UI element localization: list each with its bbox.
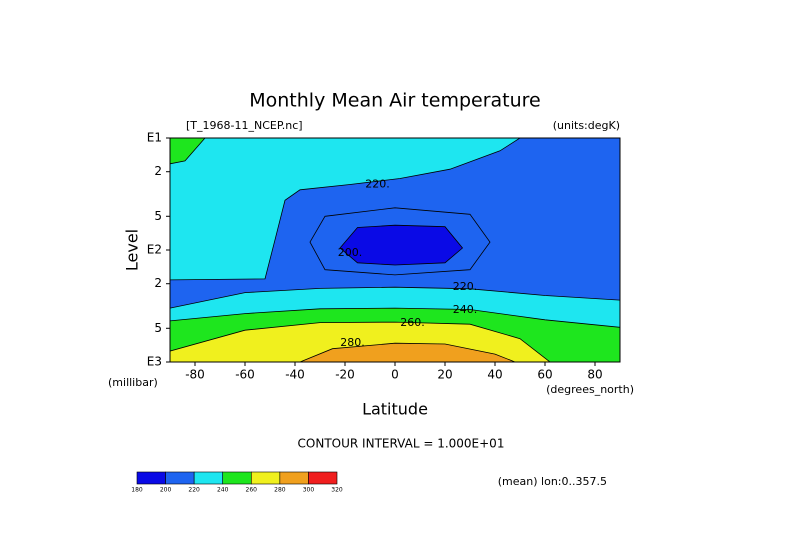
- y-tick-label: E2: [147, 243, 162, 257]
- contour-line: [309, 207, 491, 276]
- y-tick-label: E3: [147, 355, 162, 369]
- x-tick-label: -20: [335, 368, 355, 382]
- colorbar-box: [222, 471, 252, 485]
- y-tick-label: 2: [154, 164, 162, 178]
- colorbar-box: [279, 471, 309, 485]
- colorbar-label: 280: [274, 487, 286, 494]
- x-tick-label: 0: [391, 368, 399, 382]
- x-axis-label: Latitude: [362, 400, 428, 419]
- colorbar-box: [165, 471, 195, 485]
- colorbar-label: 200: [160, 487, 172, 494]
- contour-label: 260.: [400, 316, 425, 329]
- colorbar-box: [193, 471, 224, 485]
- colorbar-label: 180: [131, 487, 143, 494]
- contour-label: 240.: [453, 303, 478, 316]
- contour-region: [170, 138, 206, 165]
- colorbar-label: 260: [246, 487, 258, 494]
- colorbar-label: 220: [188, 487, 200, 494]
- colorbar-label: 320: [331, 487, 343, 494]
- x-tick-label: -60: [235, 368, 255, 382]
- colorbar-box: [250, 471, 281, 485]
- x-tick-label: -40: [285, 368, 305, 382]
- x-tick-label: 40: [487, 368, 502, 382]
- colorbar-box: [136, 471, 166, 485]
- colorbar-label: 300: [303, 487, 315, 494]
- contour-region: [170, 138, 521, 281]
- x-tick-label: 80: [587, 368, 602, 382]
- y-axis-label: Level: [123, 229, 142, 271]
- y-tick-label: 5: [154, 321, 162, 335]
- contour-label: 280.: [340, 336, 365, 349]
- y-tick-label: E1: [147, 131, 162, 145]
- y-units: (millibar): [108, 376, 158, 389]
- contour-label: 200.: [338, 246, 363, 259]
- contour-region: [299, 342, 516, 362]
- y-tick-label: 5: [154, 209, 162, 223]
- x-tick-label: -80: [185, 368, 205, 382]
- x-tick-label: 60: [537, 368, 552, 382]
- x-tick-label: 20: [437, 368, 452, 382]
- y-tick-label: 2: [154, 276, 162, 290]
- annotation: CONTOUR INTERVAL = 1.000E+01: [298, 437, 505, 451]
- colorbar-label: 240: [217, 487, 229, 494]
- contour-label: 220.: [453, 280, 478, 293]
- colorbar-box: [308, 471, 338, 485]
- plot-area: 220. 200. 220. 240. 260. 280.: [170, 138, 620, 362]
- contour-region: [339, 224, 464, 266]
- subtitle-left: [T_1968-11_NCEP.nc]: [186, 119, 303, 132]
- chart-title: Monthly Mean Air temperature: [249, 90, 540, 112]
- footnote: (mean) lon:0..357.5: [498, 475, 607, 488]
- subtitle-right: (units:degK): [553, 119, 620, 132]
- contour-label: 220.: [365, 177, 390, 190]
- x-units: (degrees_north): [546, 383, 634, 396]
